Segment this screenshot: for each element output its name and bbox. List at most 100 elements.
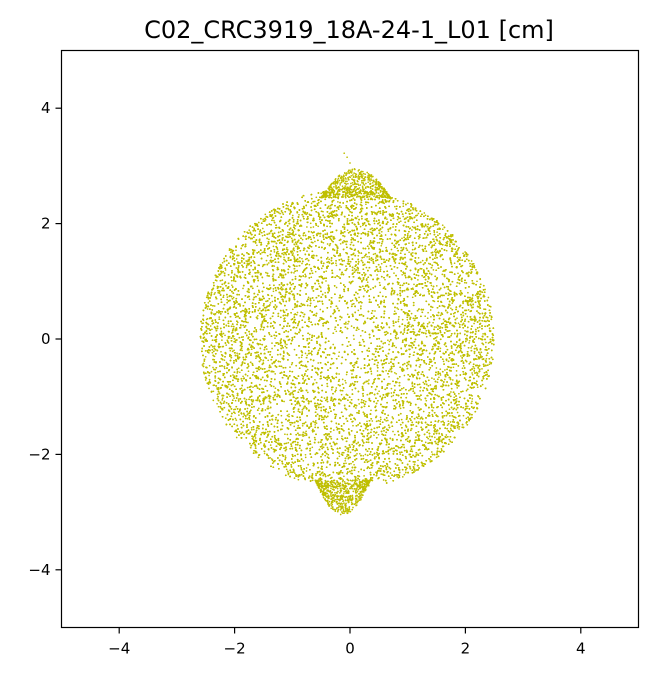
scatter-point [305,470,308,472]
scatter-point [298,356,300,359]
scatter-point [441,441,444,444]
scatter-point [317,362,320,364]
scatter-point [417,459,419,462]
scatter-point [357,470,360,473]
scatter-point [450,307,452,310]
scatter-point [306,354,309,357]
scatter-point [375,257,377,259]
scatter-point [396,218,399,221]
scatter-point [328,405,331,408]
scatter-point [445,249,448,252]
scatter-point [315,472,317,475]
scatter-point [442,360,445,363]
scatter-point [310,202,313,205]
scatter-point [271,347,273,350]
scatter-point [359,225,362,228]
scatter-point [363,475,365,477]
scatter-point [357,328,360,331]
scatter-point [363,256,365,259]
scatter-point [310,276,313,279]
scatter-point [292,390,294,393]
scatter-point [433,378,435,380]
scatter-point [403,344,406,346]
scatter-point [267,454,270,457]
scatter-point [385,369,387,372]
scatter-point [274,387,277,390]
scatter-point [335,387,338,389]
scatter-point [475,330,477,333]
scatter-point [344,459,347,462]
scatter-point [396,307,398,309]
scatter-point [295,313,298,316]
scatter-point [332,199,335,202]
scatter-point [458,292,461,295]
scatter-point [315,288,318,291]
scatter-point [221,399,224,401]
scatter-point [339,318,341,321]
scatter-point [455,397,458,400]
scatter-point [376,274,378,276]
scatter-point [411,252,414,254]
scatter-point [313,200,316,203]
scatter-point [440,421,443,423]
scatter-point [481,368,483,370]
scatter-point [432,269,435,271]
scatter-point [208,293,211,295]
scatter-point [479,368,481,371]
scatter-point [465,258,468,261]
scatter-point [265,313,268,316]
scatter-point [465,389,468,392]
scatter-point [424,214,427,217]
scatter-point [399,220,402,223]
scatter-point [433,358,435,361]
scatter-point [445,384,447,387]
scatter-point [324,454,327,457]
scatter-point [471,400,473,403]
scatter-point [446,424,449,426]
scatter-point [456,317,458,320]
scatter-point [308,263,311,266]
scatter-point [466,339,469,341]
scatter-point [397,337,400,339]
scatter-point [287,473,290,476]
scatter-point [337,355,340,358]
scatter-point [265,348,268,350]
scatter-point [417,279,419,281]
scatter-point [252,436,255,438]
scatter-point [392,226,394,228]
scatter-point [453,396,456,399]
scatter-point [221,279,224,281]
scatter-point [393,371,396,374]
scatter-point [305,430,307,433]
scatter-point [288,421,291,424]
scatter-point [371,353,374,355]
scatter-point [256,314,259,317]
scatter-point [419,390,421,392]
scatter-point [206,308,209,310]
scatter-point [367,460,370,463]
scatter-point [234,316,237,319]
scatter-point [417,308,420,311]
scatter-point [450,263,453,265]
scatter-point [211,328,213,331]
scatter-point [380,262,383,265]
scatter-point [312,226,315,228]
scatter-point [255,431,257,433]
scatter-point [290,363,293,366]
scatter-point [259,343,262,346]
scatter-point [389,472,392,474]
scatter-point [349,451,352,454]
scatter-point [241,261,243,263]
scatter-point [488,363,491,366]
scatter-point [450,391,452,393]
scatter-point [351,443,354,446]
scatter-point [388,375,390,378]
scatter-point [351,388,354,391]
scatter-point [357,398,360,401]
scatter-point [442,383,444,385]
scatter-point [245,266,248,269]
scatter-point [409,365,412,368]
scatter-point [322,241,325,244]
scatter-point [345,323,347,325]
scatter-point [435,285,438,287]
